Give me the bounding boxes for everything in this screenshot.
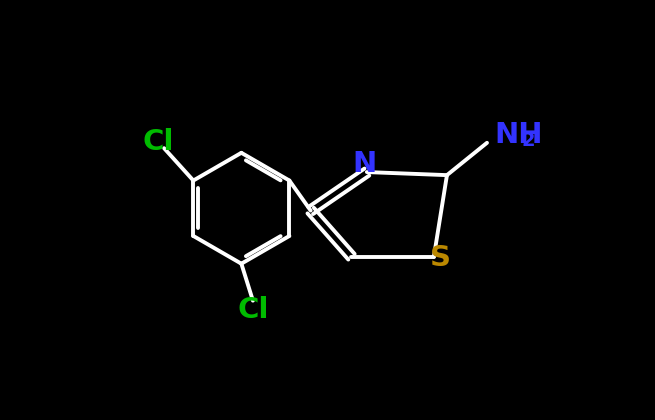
Text: NH: NH <box>495 121 543 149</box>
Text: 2: 2 <box>521 131 535 150</box>
Text: N: N <box>352 150 377 178</box>
Text: Cl: Cl <box>142 128 174 156</box>
Text: S: S <box>430 244 451 272</box>
Text: Cl: Cl <box>237 296 269 324</box>
